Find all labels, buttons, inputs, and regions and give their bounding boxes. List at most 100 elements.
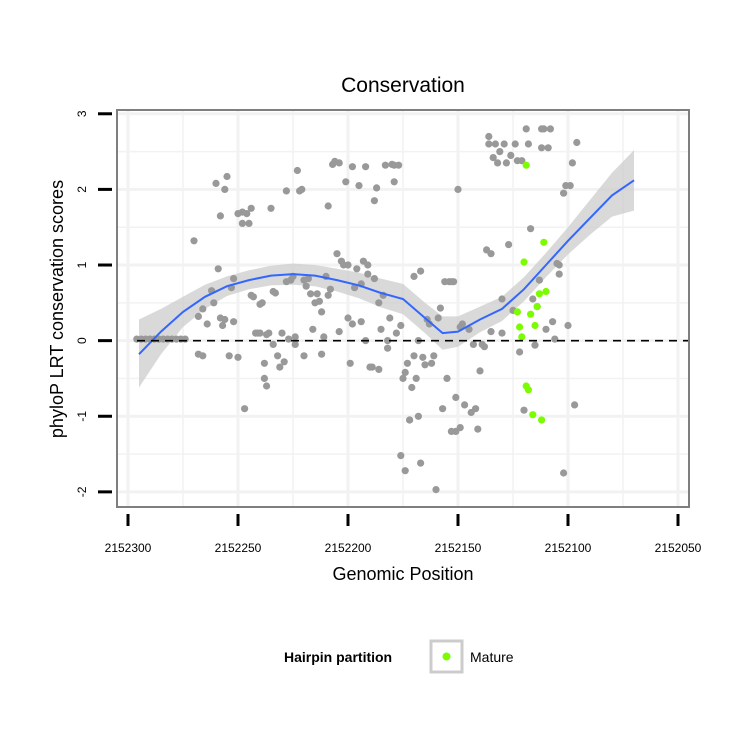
data-point: [500, 140, 508, 148]
data-point: [524, 140, 533, 148]
data-point: [370, 275, 378, 283]
mature-point: [527, 310, 535, 318]
data-point: [293, 166, 301, 175]
data-point: [410, 272, 418, 280]
data-point: [469, 340, 477, 348]
data-point: [564, 321, 572, 330]
data-point: [285, 335, 293, 343]
data-point: [190, 237, 198, 245]
data-point: [221, 185, 229, 193]
data-point: [480, 343, 488, 351]
mature-point: [542, 287, 550, 296]
data-point: [535, 276, 544, 284]
data-point: [223, 172, 231, 181]
data-point: [417, 459, 425, 467]
mature-point: [540, 238, 548, 246]
data-point: [498, 295, 506, 303]
data-point: [241, 405, 249, 413]
mature-point: [529, 411, 537, 419]
y-tick-label: -1: [75, 411, 89, 422]
data-point: [377, 325, 385, 333]
data-point: [546, 125, 555, 133]
data-point: [260, 359, 268, 367]
data-point: [456, 424, 464, 432]
y-tick-label: 2: [75, 186, 89, 193]
data-point: [428, 359, 436, 367]
data-point: [230, 275, 238, 283]
mature-point: [518, 333, 526, 341]
data-point: [335, 328, 343, 336]
data-point: [344, 261, 352, 269]
data-point: [516, 348, 524, 356]
x-tick-label: 2152300: [105, 541, 152, 555]
data-point: [491, 140, 499, 148]
data-point: [392, 329, 400, 337]
confidence-ribbon: [139, 150, 634, 388]
data-point: [214, 265, 222, 273]
data-point: [234, 353, 242, 361]
mature-point: [524, 386, 533, 394]
data-point: [247, 204, 255, 212]
data-point: [199, 352, 207, 360]
data-point: [315, 297, 323, 305]
data-point: [355, 182, 363, 190]
data-point: [278, 329, 286, 337]
data-point: [403, 359, 411, 367]
data-point: [307, 290, 315, 298]
data-point: [549, 318, 557, 326]
data-point: [421, 361, 429, 369]
data-point: [362, 163, 370, 171]
data-point: [414, 412, 422, 420]
data-point: [221, 315, 229, 324]
mature-point: [533, 303, 541, 311]
data-point: [452, 393, 460, 401]
data-point: [304, 275, 312, 283]
legend-mature-marker: [442, 652, 451, 661]
data-point: [344, 314, 352, 322]
data-point: [280, 358, 288, 366]
data-point: [560, 189, 568, 197]
mature-point: [535, 290, 544, 298]
mature-point: [516, 323, 524, 331]
data-point: [476, 367, 484, 375]
data-point: [370, 197, 378, 205]
data-point: [381, 161, 389, 169]
data-point: [326, 285, 334, 293]
data-point: [298, 185, 306, 193]
data-point: [249, 293, 257, 301]
data-point: [318, 308, 326, 316]
data-point: [474, 425, 482, 433]
data-point: [265, 329, 273, 337]
data-point: [256, 329, 264, 337]
data-point: [258, 299, 266, 307]
data-point: [384, 337, 392, 345]
data-point: [390, 178, 398, 186]
data-point: [511, 140, 519, 148]
data-point: [199, 305, 207, 313]
data-point: [181, 335, 189, 343]
data-point: [439, 405, 447, 413]
x-tick-label: 2152150: [435, 541, 482, 555]
data-point: [544, 144, 552, 152]
x-axis-title: Genomic Position: [332, 564, 473, 584]
data-point: [357, 318, 365, 326]
data-point: [395, 161, 403, 169]
data-point: [313, 290, 321, 298]
x-tick-label: 2152250: [215, 541, 262, 555]
mature-point: [513, 308, 522, 316]
data-point: [291, 333, 299, 341]
data-point: [291, 340, 299, 348]
data-point: [324, 291, 332, 299]
data-point: [373, 184, 381, 192]
data-point: [309, 325, 317, 333]
data-point: [487, 328, 495, 336]
data-point: [432, 486, 440, 494]
data-point: [502, 159, 510, 167]
data-point: [346, 359, 354, 367]
smooth-line-layer: [138, 179, 635, 355]
data-point: [551, 335, 559, 343]
data-point: [300, 352, 308, 360]
confidence-ribbon-layer: [139, 150, 634, 388]
legend-key: [429, 639, 464, 674]
